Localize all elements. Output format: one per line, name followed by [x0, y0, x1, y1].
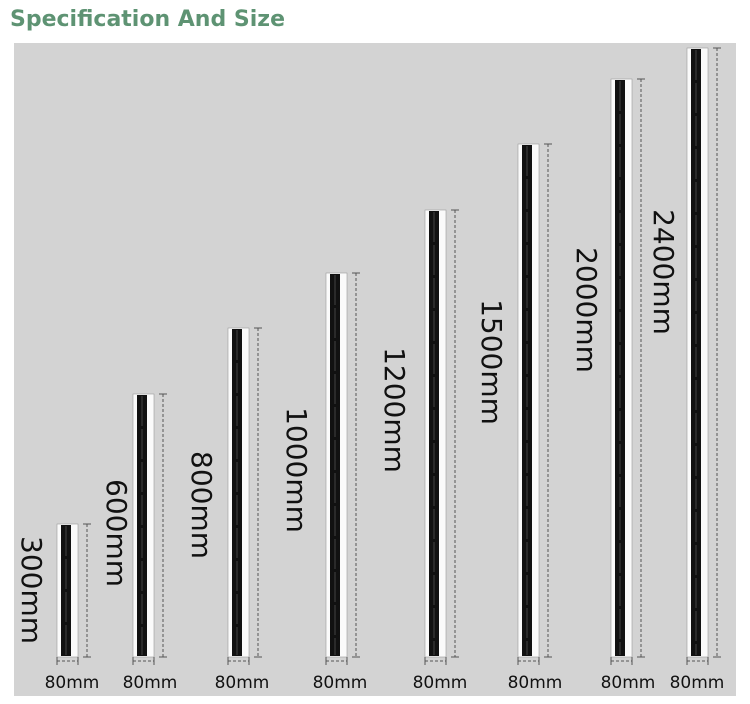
length-label: 1000mm — [280, 407, 313, 533]
width-label: 80mm — [45, 673, 100, 693]
length-label: 1200mm — [378, 347, 411, 473]
title: Specification And Size — [10, 7, 285, 32]
width-label: 80mm — [508, 673, 563, 693]
width-label: 80mm — [670, 673, 725, 693]
length-label: 2000mm — [570, 247, 603, 373]
light-bar-item: 300mm 80mm — [15, 523, 100, 693]
light-bar-item: 2400mm 80mm — [647, 47, 725, 693]
light-bar-item: 1000mm 80mm — [280, 272, 368, 693]
length-label: 1500mm — [475, 299, 508, 425]
light-bar-item: 1500mm 80mm — [475, 143, 563, 693]
light-bar-item: 1200mm 80mm — [378, 209, 468, 693]
light-bar-item: 600mm 80mm — [100, 393, 178, 693]
width-label: 80mm — [313, 673, 368, 693]
light-bar-item: 2000mm 80mm — [570, 78, 656, 693]
bar-strip — [61, 525, 71, 656]
length-label: 800mm — [185, 451, 218, 559]
width-label: 80mm — [413, 673, 468, 693]
length-label: 2400mm — [647, 209, 680, 335]
light-bar-item: 800mm 80mm — [185, 327, 270, 693]
width-label: 80mm — [601, 673, 656, 693]
length-label: 300mm — [15, 536, 48, 644]
width-label: 80mm — [215, 673, 270, 693]
bar-strip — [232, 329, 242, 656]
bar-strip — [137, 395, 147, 656]
items: 300mm80mm600mm80mm800mm80mm1000mm80mm120… — [15, 47, 725, 693]
width-label: 80mm — [123, 673, 178, 693]
length-label: 600mm — [100, 479, 133, 587]
